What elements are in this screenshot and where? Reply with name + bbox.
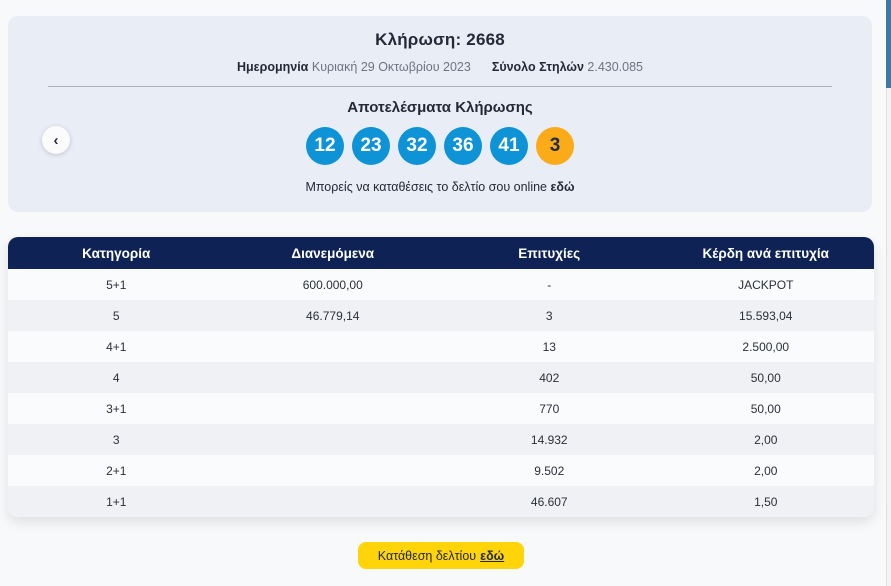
prize-table: Κατηγορία Διανεμόμενα Επιτυχίες Κέρδη ανά ε… [8,237,874,517]
winners-cell: 770 [539,401,560,416]
winners-cell: 9.502 [534,463,565,478]
prize-cell: 2.500,00 [742,339,790,354]
category-cell: 3+1 [106,401,127,416]
prize-table-header-row: Κατηγορία Διανεμόμενα Επιτυχίες Κέρδη ανά ε… [8,237,874,269]
header-divider [48,86,832,87]
category-cell: 4 [112,370,120,385]
scrollbar-track[interactable] [886,0,891,586]
distributed-cell: 46.779,14 [306,308,360,323]
winners-cell: 46.607 [530,494,568,509]
prize-cell: 50,00 [750,401,781,416]
prize-cell: 15.593,04 [739,308,793,323]
draw-info-line: Ημερομηνία Κυριακή 29 Οκτωβρίου 2023 Σύν… [8,60,872,74]
column-header: Κέρδη ανά επιτυχία [702,245,829,261]
online-deposit-text: Μπορείς να καταθέσεις το δελτίο σου onli… [305,180,547,194]
online-deposit-line: Μπορείς να καταθέσεις το δελτίο σου onli… [8,180,872,194]
winners-cell: 3 [545,308,553,323]
draw-results-card: Κλήρωση: 2668 Ημερομηνία Κυριακή 29 Οκτω… [8,16,872,212]
table-row: 1+1 46.607 1,50 [8,486,874,517]
category-cell: 3 [112,432,120,447]
online-deposit-link[interactable]: εδώ [550,180,575,194]
draw-title: Κλήρωση: 2668 [375,30,505,49]
winning-numbers: 12 23 32 36 41 3 [8,127,872,165]
table-row: 3+1 770 50,00 [8,393,874,424]
prize-cell: JACKPOT [738,277,794,292]
prize-cell: 1,50 [754,494,778,509]
table-row: 3 14.932 2,00 [8,424,874,455]
column-header: Επιτυχίες [518,245,581,261]
table-row: 4+1 13 2.500,00 [8,331,874,362]
winners-cell: 13 [542,339,556,354]
carousel-prev-button[interactable]: ‹ [42,126,70,154]
total-columns-value: 2.430.085 [587,60,643,74]
number-ball: 32 [398,127,436,165]
bonus-ball: 3 [536,127,574,165]
category-cell: 2+1 [106,463,127,478]
table-row: 5 46.779,14 3 15.593,04 [8,300,874,331]
category-cell: 5 [112,308,120,323]
winners-cell: 14.932 [530,432,568,447]
prize-table-body: 5+1 600.000,00 - JACKPOT 5 46.779,14 3 15.593,0… [8,269,874,517]
number-ball: 36 [444,127,482,165]
distributed-cell: 600.000,00 [302,277,363,292]
number-ball: 23 [352,127,390,165]
prize-cell: 2,00 [754,463,778,478]
deposit-button-link: εδώ [480,548,505,563]
date-label: Ημερομηνία [237,60,309,74]
winners-cell: - [547,277,552,292]
number-ball: 41 [490,127,528,165]
prize-cell: 2,00 [754,432,778,447]
category-cell: 4+1 [106,339,127,354]
chevron-left-icon: ‹ [53,131,59,149]
deposit-button-text: Κατάθεση δελτίου [377,548,477,563]
column-header: Διανεμόμενα [291,245,375,261]
deposit-ticket-button[interactable]: Κατάθεση δελτίου εδώ [358,542,524,569]
table-row: 2+1 9.502 2,00 [8,455,874,486]
category-cell: 1+1 [106,494,127,509]
number-ball: 12 [306,127,344,165]
winners-cell: 402 [539,370,560,385]
category-cell: 5+1 [106,277,127,292]
prize-cell: 50,00 [750,370,781,385]
scrollbar-thumb[interactable] [886,0,891,88]
date-value: Κυριακή 29 Οκτωβρίου 2023 [311,60,471,74]
results-title: Αποτελέσματα Κλήρωσης [347,99,533,116]
table-row: 4 402 50,00 [8,362,874,393]
column-header: Κατηγορία [82,245,151,261]
total-columns-label: Σύνολο Στηλών [491,60,584,74]
table-row: 5+1 600.000,00 - JACKPOT [8,269,874,300]
